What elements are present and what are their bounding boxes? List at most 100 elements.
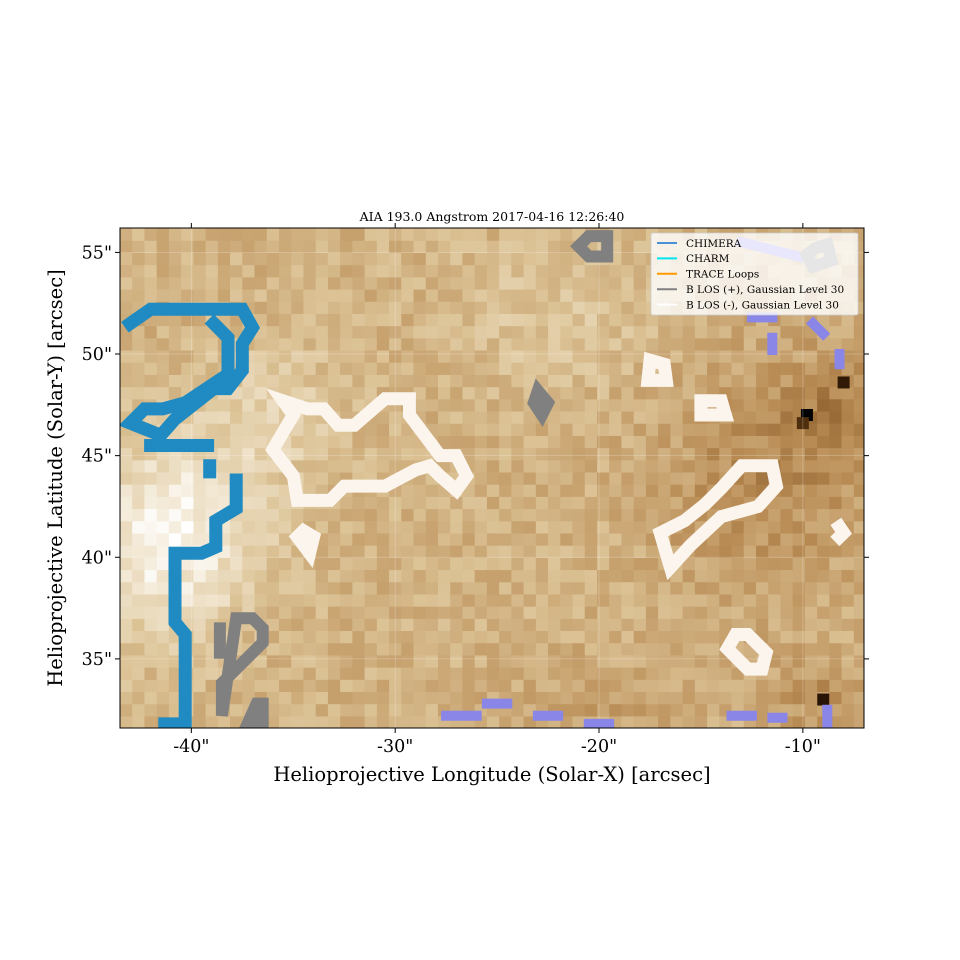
heatmap-cell	[719, 679, 733, 693]
heatmap-cell	[376, 667, 390, 680]
heatmap-cell	[230, 459, 243, 473]
heatmap-cell	[658, 459, 671, 473]
heatmap-cell	[474, 398, 488, 412]
heatmap-cell	[376, 691, 390, 705]
heatmap-cell	[768, 545, 782, 558]
heatmap-cell	[413, 508, 427, 522]
heatmap-cell	[707, 337, 720, 351]
heatmap-cell	[144, 715, 158, 728]
heatmap-cell	[523, 654, 537, 668]
heatmap-cell	[315, 374, 329, 388]
heatmap-cell	[707, 642, 720, 656]
heatmap-cell	[254, 459, 268, 473]
heatmap-cell	[340, 496, 353, 510]
heatmap-cell	[389, 228, 402, 241]
heatmap-cell	[193, 228, 207, 241]
heatmap-cell	[401, 325, 415, 339]
heatmap-cell	[389, 264, 402, 278]
heatmap-cell	[670, 374, 684, 388]
heatmap-cell	[413, 447, 427, 461]
heatmap-cell	[645, 447, 659, 461]
heatmap-cell	[340, 325, 353, 339]
heatmap-cell	[548, 288, 561, 302]
heatmap-cell	[682, 691, 696, 705]
heatmap-cell	[707, 654, 720, 668]
heatmap-cell	[560, 447, 574, 461]
heatmap-cell	[156, 471, 170, 485]
heatmap-cell	[572, 679, 586, 693]
heatmap-cell	[780, 423, 794, 436]
heatmap-cell	[548, 679, 561, 693]
heatmap-cell	[401, 337, 415, 351]
heatmap-cell	[389, 288, 402, 302]
heatmap-cell	[511, 569, 525, 583]
heatmap-cell	[572, 410, 586, 424]
heatmap-cell	[633, 508, 647, 522]
heatmap-cell	[670, 362, 684, 375]
heatmap-cell	[511, 228, 525, 241]
heatmap-cell	[804, 435, 818, 449]
heatmap-cell	[658, 618, 671, 632]
heatmap-cell	[327, 569, 341, 583]
heatmap-cell	[315, 691, 329, 705]
heatmap-cell	[242, 484, 256, 497]
heatmap-cell	[560, 398, 574, 412]
heatmap-cell	[829, 581, 843, 595]
heatmap-cell	[511, 435, 525, 449]
heatmap-cell	[413, 362, 427, 375]
heatmap-cell	[511, 703, 525, 717]
heatmap-cell	[486, 715, 500, 728]
heatmap-cell	[474, 618, 488, 632]
heatmap-cell	[633, 264, 647, 278]
heatmap-cell	[376, 325, 390, 339]
heatmap-cell	[340, 313, 353, 327]
heatmap-cell	[780, 667, 794, 680]
heatmap-cell	[804, 642, 818, 656]
heatmap-cell	[450, 654, 464, 668]
heatmap-cell	[486, 532, 500, 546]
heatmap-cell	[462, 569, 476, 583]
heatmap-cell	[804, 630, 818, 644]
heatmap-cell	[768, 447, 782, 461]
heatmap-cell	[596, 435, 610, 449]
heatmap-cell	[658, 679, 671, 693]
heatmap-cell	[291, 691, 305, 705]
heatmap-cell	[181, 252, 194, 266]
heatmap-cell	[841, 447, 855, 461]
heatmap-cell	[144, 642, 158, 656]
heatmap-cell	[450, 313, 464, 327]
heatmap-cell	[242, 264, 256, 278]
heatmap-cell	[621, 520, 635, 534]
heatmap-cell	[242, 435, 256, 449]
heatmap-cell	[217, 557, 231, 571]
heatmap-cell	[841, 618, 855, 632]
heatmap-cell	[303, 679, 317, 693]
heatmap-cell	[425, 252, 439, 266]
heatmap-cell	[291, 508, 305, 522]
heatmap-cell	[817, 618, 830, 632]
heatmap-cell	[511, 715, 525, 728]
heatmap-cell	[144, 484, 158, 497]
heatmap-cell	[181, 325, 194, 339]
heatmap-cell	[389, 313, 402, 327]
heatmap-cell	[401, 496, 415, 510]
heatmap-cell	[817, 374, 830, 388]
heatmap-cell	[242, 496, 256, 510]
heatmap-cell	[596, 398, 610, 412]
heatmap-cell	[230, 569, 243, 583]
heatmap-cell	[340, 435, 353, 449]
heatmap-cell	[156, 349, 170, 363]
heatmap-cell	[303, 435, 317, 449]
heatmap-cell	[132, 630, 146, 644]
heatmap-cell	[242, 630, 256, 644]
heatmap-cell	[499, 410, 512, 424]
heatmap-cell	[462, 374, 476, 388]
heatmap-cell	[352, 581, 366, 595]
heatmap-cell	[596, 349, 610, 363]
heatmap-cell	[352, 228, 366, 241]
heatmap-cell	[450, 252, 464, 266]
heatmap-cell	[743, 593, 757, 607]
heatmap-cell	[376, 630, 390, 644]
heatmap-cell	[413, 618, 427, 632]
heatmap-cell	[755, 691, 769, 705]
